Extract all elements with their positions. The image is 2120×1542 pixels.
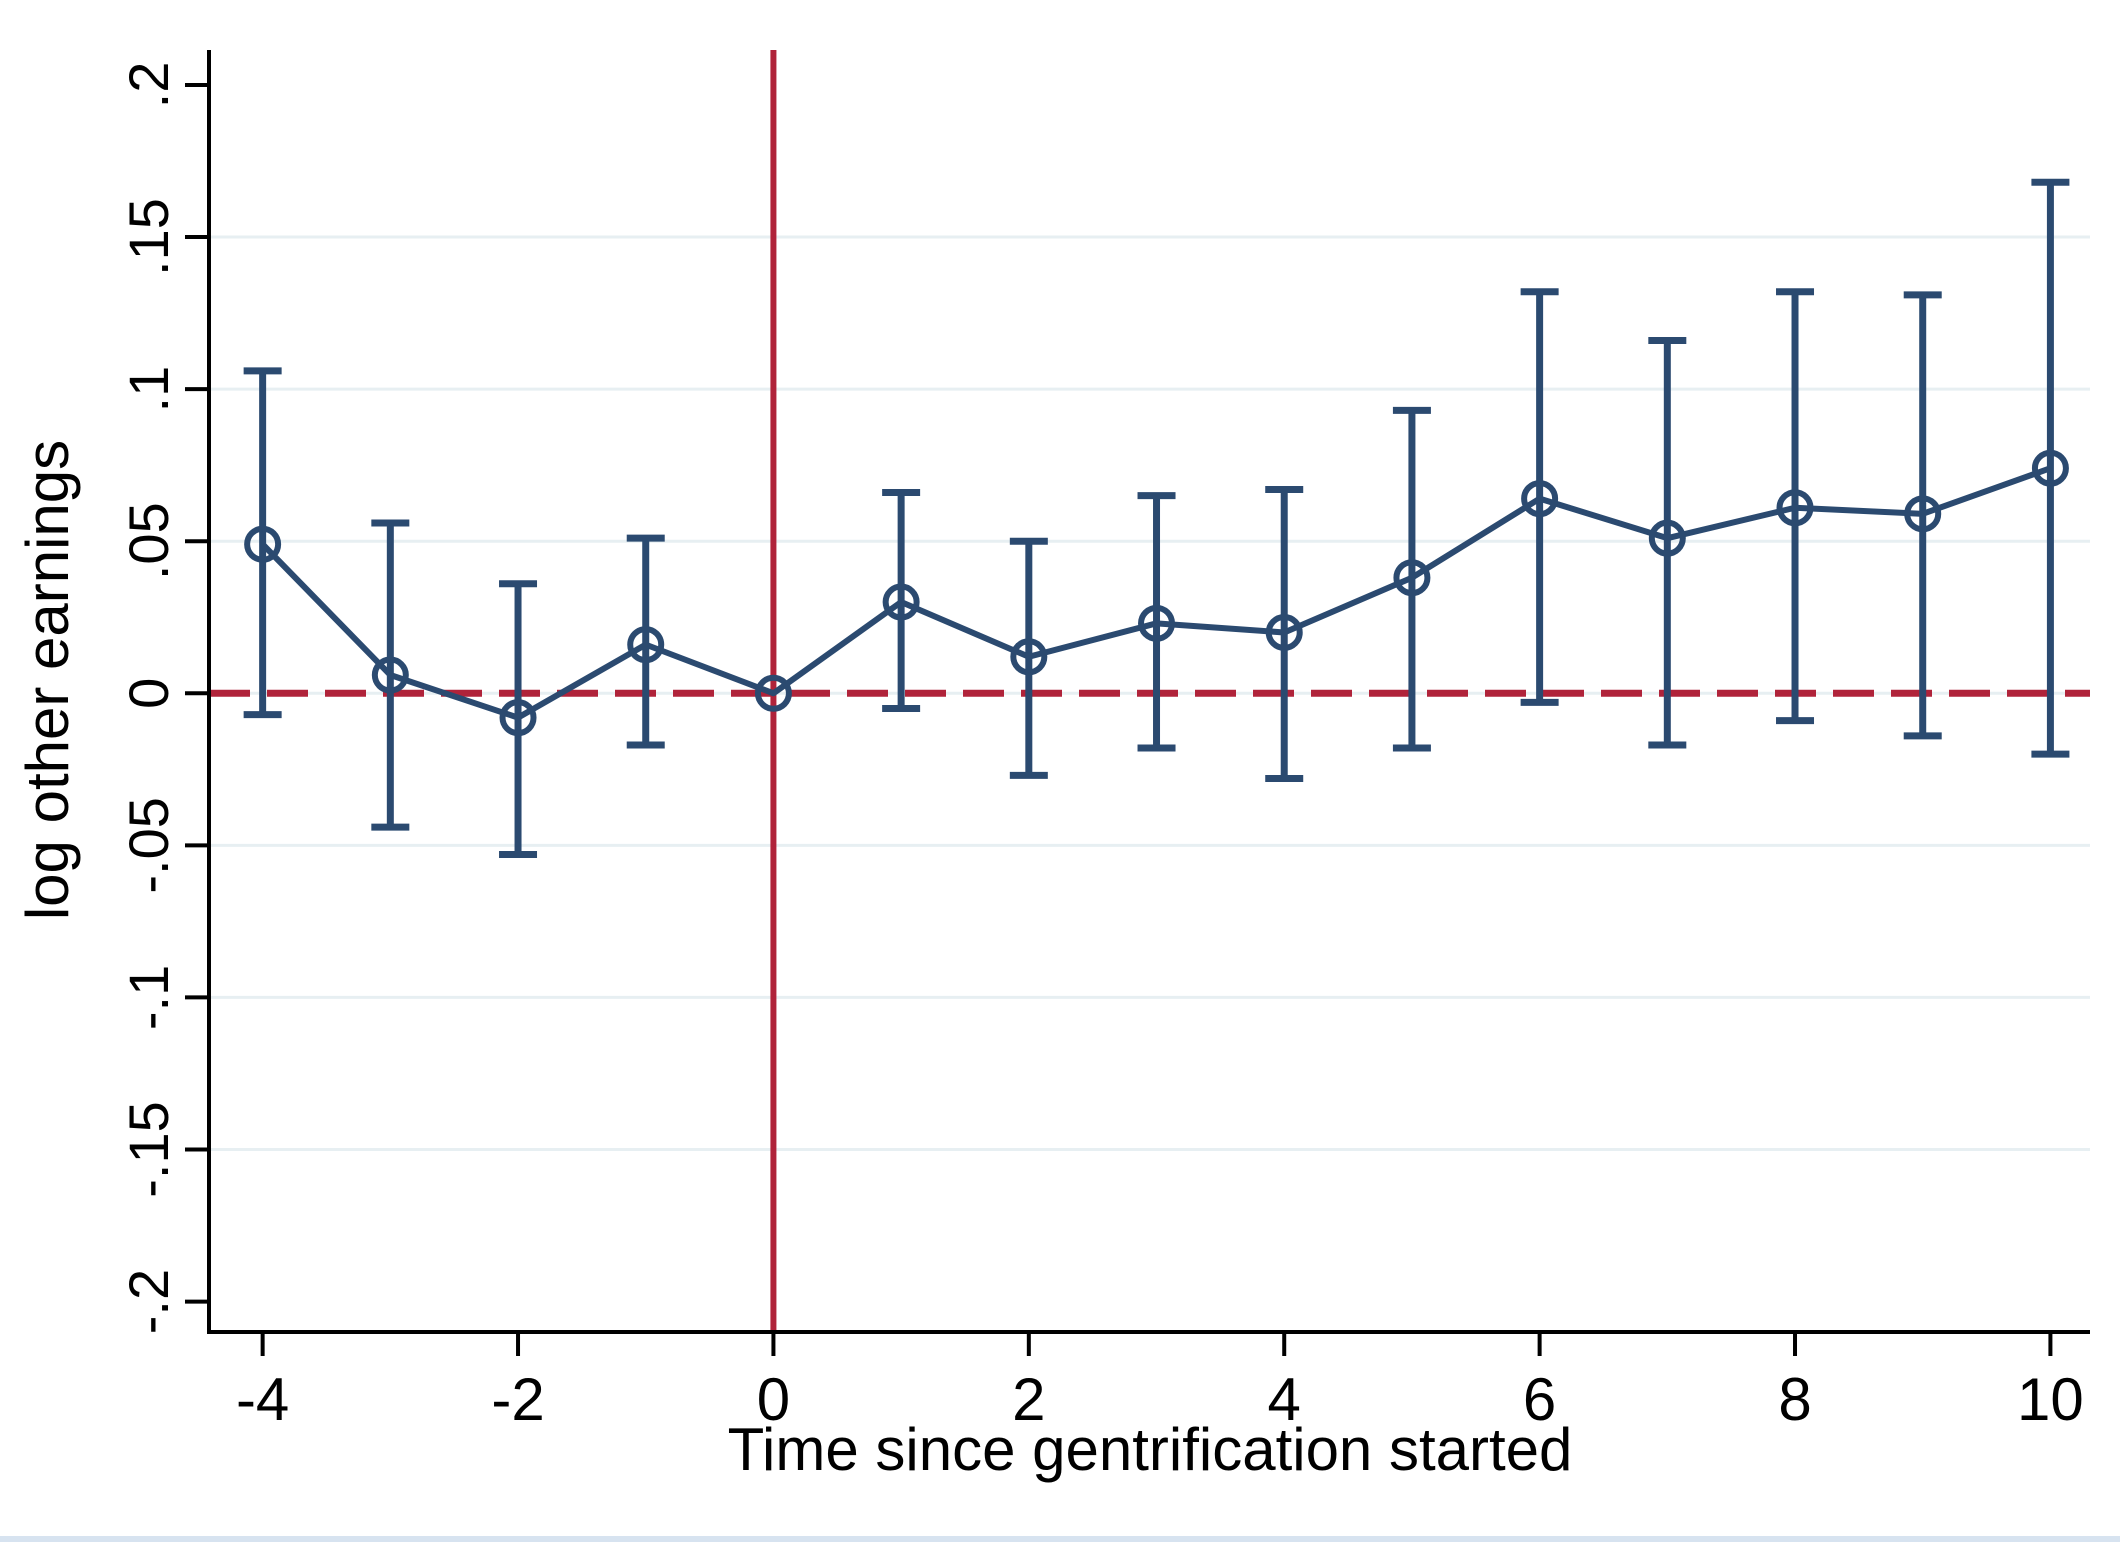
data-point-marker <box>1521 480 1559 518</box>
y-tick-label: .2 <box>117 62 180 109</box>
x-tick-label: 10 <box>2017 1366 2084 1433</box>
data-point-marker <box>1010 638 1048 676</box>
reference-lines <box>209 50 2090 1332</box>
y-tick-label: 0 <box>117 678 180 709</box>
data-point-marker <box>2031 449 2069 487</box>
x-axis-title: Time since gentrification started <box>728 1416 1573 1483</box>
data-point-marker <box>371 656 409 694</box>
data-point-marker <box>1393 559 1431 597</box>
data-point-marker <box>1776 489 1814 527</box>
data-point-marker <box>499 699 537 737</box>
y-tick-label: .05 <box>117 502 180 580</box>
y-tick-label: .15 <box>117 198 180 276</box>
x-tick-label: 2 <box>1012 1366 1045 1433</box>
y-tick-label: -.05 <box>117 797 180 894</box>
x-tick-label: -2 <box>491 1366 544 1433</box>
series-line <box>260 465 2052 721</box>
error-bar <box>626 534 665 749</box>
data-point-marker <box>1648 519 1686 557</box>
y-tick-label: -.15 <box>117 1101 180 1198</box>
y-tick-label: .1 <box>117 366 180 413</box>
x-tick-label: 8 <box>1778 1366 1811 1433</box>
error-bar <box>1648 336 1687 749</box>
data-point-marker <box>1138 604 1176 642</box>
data-point-marker <box>754 674 792 712</box>
data-point-marker <box>627 626 665 664</box>
tick-marks <box>185 82 2053 1356</box>
x-tick-label: -4 <box>236 1366 289 1433</box>
series-markers <box>244 449 2069 737</box>
coefficient-line <box>260 465 2052 721</box>
y-tick-label: -.1 <box>117 965 180 1030</box>
x-tick-label: 0 <box>757 1366 790 1433</box>
data-point-marker <box>1265 613 1303 651</box>
y-axis-title: log other earnings <box>14 440 81 920</box>
axes <box>207 50 2090 1334</box>
data-point-marker <box>1904 495 1942 533</box>
data-point-marker <box>882 583 920 621</box>
tick-labels: .2 .15 .1 .05 0 -.05 -.1 -.15 -.2 -4 -2 0 2 4 6 8 10 <box>117 62 2084 1433</box>
data-point-marker <box>244 525 282 563</box>
y-tick-label: -.2 <box>117 1269 180 1334</box>
x-tick-label: 6 <box>1523 1366 1556 1433</box>
error-bar <box>243 367 282 719</box>
error-bars <box>243 178 2070 858</box>
x-tick-label: 4 <box>1268 1366 1301 1433</box>
figure-bottom-edge <box>0 1536 2120 1542</box>
